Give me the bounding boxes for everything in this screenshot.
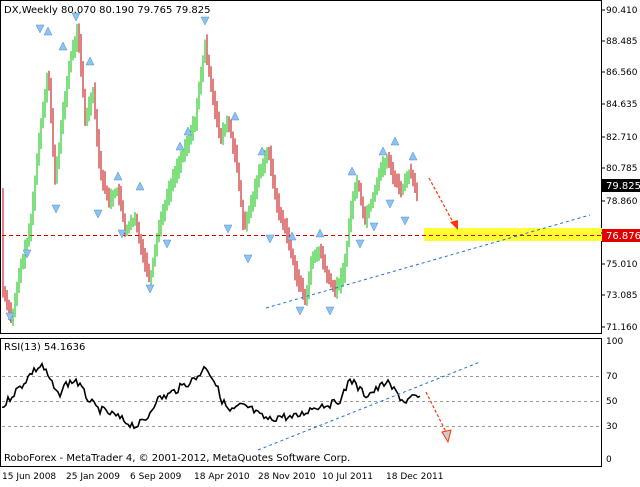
fractal-down-arrow <box>145 284 155 294</box>
fractal-up-arrow <box>135 181 145 191</box>
fractal-down-arrow <box>117 229 127 239</box>
fractal-down-arrow <box>223 224 233 234</box>
fractal-arrows-group <box>5 12 418 322</box>
fractal-down-arrow <box>35 24 45 34</box>
rsi-label: RSI(13) 54.1636 <box>4 342 85 353</box>
fractal-down-arrow <box>22 249 32 259</box>
fractal-up-arrow <box>113 171 123 181</box>
fractal-down-arrow <box>385 199 395 209</box>
fractal-down-arrow <box>71 12 81 22</box>
fractal-up-arrow <box>378 146 388 156</box>
date-tick-label: 10 Jul 2011 <box>322 472 373 482</box>
date-tick-label: 18 Dec 2011 <box>386 472 444 482</box>
fractal-down-arrow <box>295 306 305 316</box>
price-tick-label: 86.560 <box>606 68 638 78</box>
fractal-up-arrow <box>85 56 95 66</box>
chart-header: DX,Weekly 80.070 80.190 79.765 79.825 <box>4 5 211 16</box>
rsi-trendline[interactable] <box>257 361 481 451</box>
level-price-label: 76.876 <box>606 231 640 242</box>
fractal-up-arrow <box>257 146 267 156</box>
fractal-up-arrow <box>390 136 400 146</box>
forecast-arrow <box>428 177 458 230</box>
rsi-line[interactable] <box>1 361 421 430</box>
fractal-down-arrow <box>162 239 172 249</box>
fractal-down-arrow <box>355 239 365 249</box>
fractal-down-arrow <box>93 209 103 219</box>
fractal-down-arrow <box>243 254 253 264</box>
date-tick-label: 15 Jun 2008 <box>2 472 56 482</box>
rsi-tick-label: 100 <box>606 337 623 347</box>
date-tick-label: 6 Sep 2009 <box>130 472 182 482</box>
fractal-up-arrow <box>287 231 297 241</box>
support-trendline[interactable] <box>265 214 591 309</box>
fractal-up-arrow <box>315 228 325 238</box>
rsi-tick-label: 50 <box>606 397 618 407</box>
fractal-up-arrow <box>58 41 68 51</box>
rsi-tick-label: 70 <box>606 372 618 382</box>
fractal-up-arrow <box>175 141 185 151</box>
fractal-down-arrow <box>200 16 210 26</box>
price-tick-label: 78.860 <box>606 197 638 207</box>
price-tick-label: 75.010 <box>606 260 638 270</box>
fractal-up-arrow <box>230 111 240 121</box>
price-tick-label: 80.785 <box>606 164 638 174</box>
fractal-down-arrow <box>369 222 379 232</box>
last-price-box <box>602 179 640 192</box>
date-tick-label: 25 Jan 2009 <box>66 472 120 482</box>
copyright-text: RoboForex - MetaTrader 4, © 2001-2012, M… <box>4 453 350 464</box>
price-tick-label: 84.635 <box>606 100 638 110</box>
date-axis: 15 Jun 2008 25 Jan 2009 6 Sep 2009 18 Apr 2… <box>2 472 444 482</box>
fractal-down-arrow <box>265 234 275 244</box>
last-price-label: 79.825 <box>606 181 640 192</box>
level-price-box <box>602 229 640 242</box>
price-tick-label: 82.710 <box>606 133 638 143</box>
rsi-tick-label: 30 <box>606 422 618 432</box>
target-zone-highlight <box>424 228 602 241</box>
fractal-down-arrow <box>5 312 15 322</box>
date-tick-label: 18 Apr 2010 <box>194 472 250 482</box>
fractal-down-arrow <box>51 204 61 214</box>
fractal-up-arrow <box>347 166 357 176</box>
fractal-up-arrow <box>43 26 53 36</box>
rsi-axis: 100 70 50 30 0 <box>606 337 623 465</box>
price-axis: 90.410 88.485 86.560 84.635 82.710 80.785 78.8… <box>601 6 638 333</box>
rsi-tick-label: 0 <box>606 455 612 465</box>
date-tick-label: 28 Nov 2010 <box>258 472 316 482</box>
price-tick-label: 90.410 <box>606 6 638 16</box>
price-tick-label: 88.485 <box>606 37 638 47</box>
rsi-forecast-arrow <box>425 391 452 444</box>
fractal-down-arrow <box>400 216 410 226</box>
price-tick-label: 71.160 <box>606 323 638 333</box>
fractal-down-arrow <box>325 306 335 316</box>
price-tick-label: 73.085 <box>606 291 638 301</box>
fractal-up-arrow <box>183 126 193 136</box>
fractal-up-arrow <box>408 151 418 161</box>
rsi-panel-frame[interactable] <box>0 338 602 467</box>
